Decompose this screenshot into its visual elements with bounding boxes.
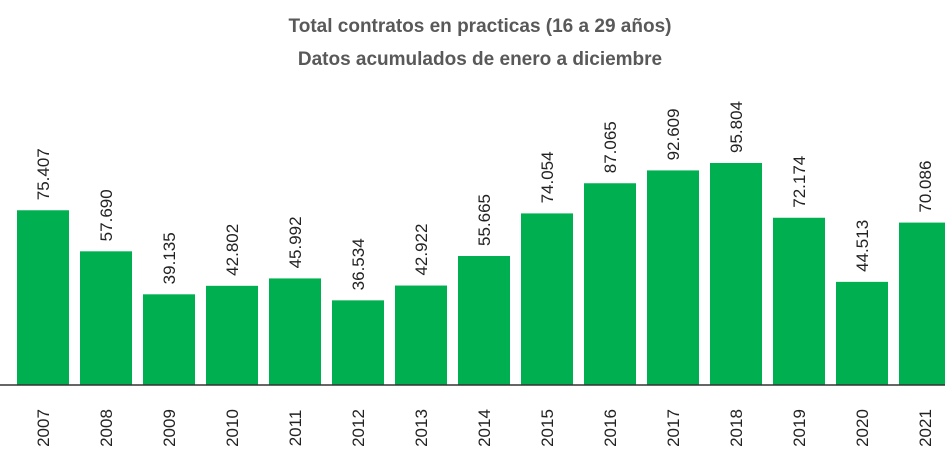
chart-subtitle: Datos acumulados de enero a diciembre <box>298 49 662 70</box>
bar <box>773 217 825 385</box>
x-tick-label: 2008 <box>97 409 116 447</box>
value-label: 95.804 <box>727 101 746 153</box>
value-label: 36.534 <box>349 238 368 290</box>
bar <box>206 285 258 385</box>
value-label: 45.992 <box>286 216 305 268</box>
bar <box>458 256 510 385</box>
x-tick-label: 2015 <box>538 409 557 447</box>
bar <box>899 222 945 385</box>
bar <box>647 170 699 385</box>
value-label: 70.086 <box>916 161 935 213</box>
x-tick-label: 2018 <box>727 409 746 447</box>
x-tick-label: 2016 <box>601 409 620 447</box>
x-tick-label: 2012 <box>349 409 368 447</box>
value-label: 44.513 <box>853 220 872 272</box>
value-label: 55.665 <box>475 194 494 246</box>
value-label: 72.174 <box>790 156 809 208</box>
bar <box>395 285 447 385</box>
bar <box>710 163 762 385</box>
bar <box>80 251 132 385</box>
x-tick-label: 2020 <box>853 409 872 447</box>
bar <box>584 183 636 385</box>
value-label: 92.609 <box>664 108 683 160</box>
bar <box>269 278 321 385</box>
x-tick-label: 2021 <box>916 409 935 447</box>
x-tick-label: 2014 <box>475 409 494 447</box>
x-tick-label: 2013 <box>412 409 431 447</box>
bar <box>17 210 69 385</box>
bar <box>521 213 573 385</box>
bar <box>332 300 384 385</box>
value-label: 42.922 <box>412 224 431 276</box>
x-tick-label: 2009 <box>160 409 179 447</box>
x-tick-label: 2019 <box>790 409 809 447</box>
chart-title: Total contratos en practicas (16 a 29 añ… <box>289 16 672 37</box>
x-tick-label: 2007 <box>34 409 53 447</box>
x-tick-label: 2017 <box>664 409 683 447</box>
value-label: 87.065 <box>601 121 620 173</box>
value-label: 57.690 <box>97 189 116 241</box>
value-label: 74.054 <box>538 151 557 203</box>
bar <box>836 281 888 385</box>
x-tick-label: 2011 <box>286 410 305 447</box>
value-label: 39.135 <box>160 232 179 284</box>
value-label: 75.407 <box>34 148 53 200</box>
x-tick-label: 2010 <box>223 409 242 447</box>
bar <box>143 294 195 385</box>
value-label: 42.802 <box>223 224 242 276</box>
